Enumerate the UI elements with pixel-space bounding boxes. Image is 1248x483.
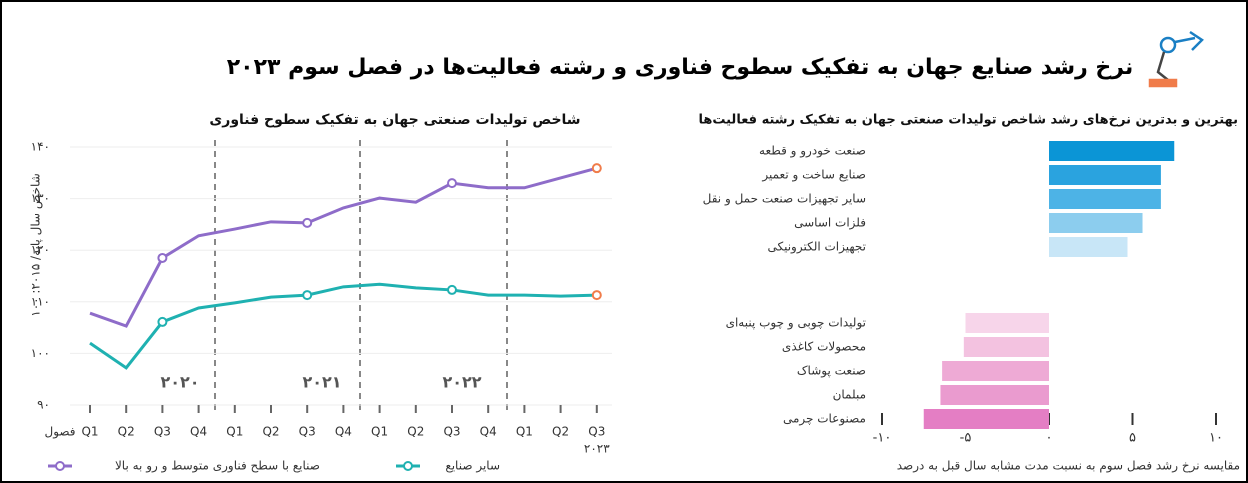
y-tick-label: ۱۴۰: [31, 140, 50, 154]
x-tick-label: Q3: [299, 425, 316, 439]
point: [302, 217, 313, 228]
legend-swatch: [403, 461, 413, 471]
y-tick-label: محصولات کاغذی: [782, 340, 866, 355]
line: [89, 282, 597, 370]
chart-title: بهترین و بدترین نرخ‌های رشد شاخص تولیدات…: [698, 113, 1238, 128]
point: [447, 178, 457, 189]
legend-swatch: [55, 461, 65, 471]
bar: [1049, 189, 1161, 209]
point: [157, 316, 168, 327]
robot-icon: [1148, 30, 1204, 88]
x-tick-label: Q2: [262, 425, 279, 439]
annotation: ۲۰۲۱: [302, 373, 341, 392]
legend-label: سایر صنایع: [445, 459, 500, 474]
x-tick-label: Q4: [190, 425, 207, 439]
x-tick-label: Q1: [226, 425, 243, 439]
y-tick-label: ۹۰: [37, 398, 50, 412]
bar: [1049, 141, 1175, 161]
line: [89, 166, 598, 328]
x-tick-label: Q4: [335, 425, 352, 439]
main-title: نرخ رشد صنایع جهان به تفکیک سطوح فناوری …: [227, 55, 1133, 80]
year-dividers: [214, 140, 508, 415]
x-tick-label: Q3: [154, 425, 171, 439]
y-tick-label: تجهیزات الکترونیکی: [767, 240, 866, 255]
point: [302, 290, 313, 301]
bar: [923, 409, 1049, 429]
chart-title: شاخص تولیدات صنعتی جهان به تفکیک سطوح فن…: [209, 112, 580, 128]
x-tick-label: Q2: [407, 425, 424, 439]
x-tick-label: Q2: [552, 425, 569, 439]
x-tick-label: Q2: [118, 425, 135, 439]
x-tick-label: Q1: [516, 425, 533, 439]
y-tick-label: صنعت خودرو و قطعه: [759, 144, 866, 159]
y-tick-label: ۱۱۰: [31, 294, 50, 308]
y-axis-label: شاخص سال پایه/ ۲۰۱۵: ۱۰۰: [29, 173, 44, 317]
point: [591, 290, 602, 301]
y-tick-label: ۱۲۰: [31, 243, 50, 257]
x-tick-label: -۵: [960, 431, 972, 446]
x-tick-label: ۱۰: [1209, 431, 1223, 446]
bar: [1049, 213, 1143, 233]
y-tick-label: صنایع ساخت و تعمیر: [761, 168, 866, 183]
x-tick-label: -۱۰: [873, 431, 892, 446]
x-tick-label: Q3: [588, 425, 605, 439]
x-axis-label: مقایسه نرخ رشد فصل سوم به نسبت مدت مشابه…: [897, 459, 1240, 474]
bar: [942, 361, 1049, 381]
legend-label: صنایع با سطح فناوری متوسط و رو به بالا: [115, 459, 320, 474]
bar: [940, 385, 1049, 405]
annotation: ۲۰۲۲: [442, 373, 481, 392]
x-tick-label: ۵: [1129, 431, 1136, 446]
point: [591, 163, 602, 174]
x-tick-label: ۰: [1046, 431, 1053, 446]
x-tick-label: Q1: [371, 425, 388, 439]
x-tick-label: Q1: [81, 425, 98, 439]
x-axis-label: فصول: [44, 425, 75, 440]
point: [157, 252, 168, 263]
point: [447, 284, 457, 295]
bar: [963, 337, 1049, 357]
y-tick-label: سایر تجهیزات صنعت حمل و نقل: [703, 192, 866, 207]
y-tick-label: ۱۳۰: [31, 191, 50, 205]
annotation: ۲۰۲۰: [160, 373, 199, 392]
bar: [965, 313, 1049, 333]
y-tick-label: مبلمان: [833, 388, 866, 402]
y-tick-label: تولیدات چوبی و چوب پنبه‌ای: [726, 316, 866, 331]
x-tick-label: Q3: [443, 425, 460, 439]
y-tick-label: ۱۰۰: [31, 346, 50, 360]
bar: [1049, 237, 1128, 257]
y-tick-label: صنعت پوشاک: [797, 364, 866, 379]
y-tick-label: فلزات اساسی: [794, 216, 866, 231]
bar: [1049, 165, 1161, 185]
y-tick-label: مصنوعات چرمی: [783, 412, 866, 427]
x-tick-label: Q4: [480, 425, 497, 439]
annotation: ۲۰۲۳: [584, 442, 610, 456]
